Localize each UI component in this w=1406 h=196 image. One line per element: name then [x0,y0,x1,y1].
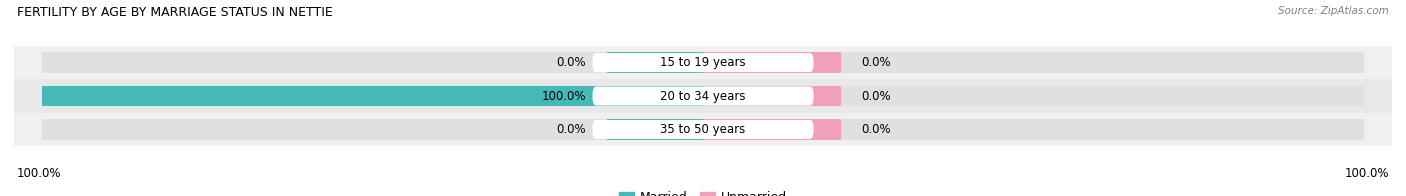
Bar [606,86,703,106]
Text: 0.0%: 0.0% [862,56,891,69]
Text: 0.0%: 0.0% [557,56,586,69]
Bar [42,52,1364,73]
Bar [42,119,1364,140]
Bar [14,113,1392,146]
Text: 20 to 34 years: 20 to 34 years [661,90,745,103]
FancyBboxPatch shape [592,87,814,105]
Bar [703,52,841,73]
Text: 100.0%: 100.0% [17,167,62,180]
Text: 100.0%: 100.0% [541,90,586,103]
Bar [703,119,841,140]
Text: 100.0%: 100.0% [1344,167,1389,180]
Bar [606,52,703,73]
Legend: Married, Unmarried: Married, Unmarried [613,186,793,196]
FancyBboxPatch shape [592,53,814,72]
Bar [606,119,703,140]
Text: FERTILITY BY AGE BY MARRIAGE STATUS IN NETTIE: FERTILITY BY AGE BY MARRIAGE STATUS IN N… [17,6,333,19]
Bar [14,46,1392,79]
Bar [703,86,841,106]
Bar [42,86,703,106]
Bar [14,79,1392,113]
Text: 15 to 19 years: 15 to 19 years [661,56,745,69]
Text: Source: ZipAtlas.com: Source: ZipAtlas.com [1278,6,1389,16]
Text: 0.0%: 0.0% [862,123,891,136]
Text: 35 to 50 years: 35 to 50 years [661,123,745,136]
Text: 0.0%: 0.0% [862,90,891,103]
Text: 0.0%: 0.0% [557,123,586,136]
FancyBboxPatch shape [592,120,814,139]
Bar [42,86,1364,106]
